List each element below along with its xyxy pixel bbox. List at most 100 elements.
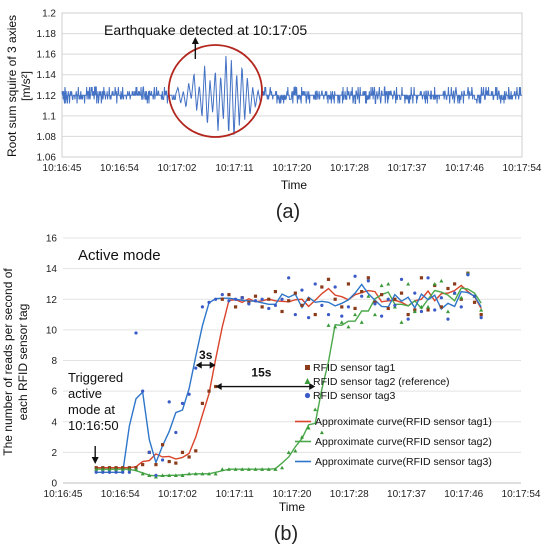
data-point-tag3 xyxy=(141,389,145,393)
legend-marker-tag1 xyxy=(305,365,310,370)
data-point-tag3 xyxy=(154,473,158,477)
y-tick-label: 10 xyxy=(46,325,58,336)
annotation-text: Earthquake detected at 10:17:05 xyxy=(104,22,307,38)
data-point-tag2 xyxy=(127,467,132,471)
annotation-arrowhead xyxy=(191,37,199,44)
data-point-tag1 xyxy=(220,297,224,301)
data-point-tag3 xyxy=(267,306,271,311)
data-point-tag2 xyxy=(353,312,358,317)
data-point-tag1 xyxy=(273,289,278,294)
gap2-arrow-arrowhead-left xyxy=(215,383,222,391)
data-point-tag3 xyxy=(419,309,424,314)
gap1-arrow-arrowhead-right xyxy=(209,361,216,369)
data-point-tag2 xyxy=(167,473,172,477)
y-axis-label-line2: each RFID sensor tag xyxy=(16,304,30,421)
data-point-tag3 xyxy=(459,305,463,309)
data-point-tag2 xyxy=(286,450,291,454)
trigger-text-line: active xyxy=(68,386,102,401)
data-point-tag1 xyxy=(293,291,297,295)
y-tick-label: 16 xyxy=(46,234,58,245)
data-point-tag3 xyxy=(466,273,470,277)
data-point-tag2 xyxy=(280,465,285,470)
data-point-tag2 xyxy=(372,312,377,317)
data-point-tag3 xyxy=(174,430,178,435)
x-tick-label: 10:17:11 xyxy=(215,163,254,174)
data-point-tag2 xyxy=(140,471,145,476)
data-point-tag3 xyxy=(287,276,291,280)
data-point-tag3 xyxy=(280,297,284,301)
y-axis-label-line1: The number of reads per second of xyxy=(1,268,15,456)
data-point-tag2 xyxy=(260,467,265,471)
chart-title: Active mode xyxy=(78,247,161,264)
data-point-tag2 xyxy=(439,278,444,283)
data-point-tag1 xyxy=(453,282,457,286)
data-point-tag2 xyxy=(114,467,119,471)
data-point-tag1 xyxy=(253,294,258,298)
data-point-tag3 xyxy=(134,331,138,335)
data-point-tag3 xyxy=(446,317,450,321)
data-point-tag2 xyxy=(160,473,165,477)
data-point-tag3 xyxy=(439,296,443,300)
data-point-tag3 xyxy=(472,294,477,298)
data-point-tag2 xyxy=(220,467,225,471)
data-point-tag1 xyxy=(306,297,311,301)
chart-panel-a: 1.06 1.08 1.1 1.12 1.14 1.16 1.18 1.2 10:16:45 10… xyxy=(5,9,542,224)
data-point-tag2 xyxy=(419,304,424,309)
legend-label: RFID sensor tag3 xyxy=(313,390,395,402)
trigger-text-line: mode at xyxy=(68,402,115,417)
gap1-arrow-arrowhead-left xyxy=(195,361,202,369)
data-point-tag2 xyxy=(180,473,185,477)
data-point-tag1 xyxy=(386,306,390,311)
data-point-tag3 xyxy=(300,288,304,292)
data-point-tag2 xyxy=(313,407,318,412)
data-point-tag1 xyxy=(300,303,304,307)
x-tick-label: 10:17:02 xyxy=(158,163,197,174)
data-point-tag2 xyxy=(147,473,152,477)
y-tick-label: 0 xyxy=(51,479,57,490)
data-point-tag1 xyxy=(174,461,178,465)
data-point-tag3 xyxy=(200,305,204,309)
data-point-tag2 xyxy=(333,324,338,329)
data-point-tag1 xyxy=(472,300,477,304)
data-point-tag2 xyxy=(426,304,431,309)
data-point-tag1 xyxy=(233,305,238,309)
chart-panel-b: 0 2 4 6 8 10 12 14 16 10:16:45 10:16:54 10:17:02 10:… xyxy=(1,234,541,546)
data-point-tag2 xyxy=(445,309,450,314)
plot-area xyxy=(61,12,523,158)
data-point-tag1 xyxy=(399,291,404,295)
x-axis-label: Time xyxy=(279,500,306,514)
trigger-text-line: 10:16:50 xyxy=(68,418,119,433)
data-point-tag3 xyxy=(333,285,337,289)
data-point-tag3 xyxy=(306,316,311,320)
y-tick-label: 14 xyxy=(46,264,58,275)
data-point-tag2 xyxy=(326,323,331,327)
y-axis-label-line1: Root sum squire of 3 axies xyxy=(5,15,19,157)
data-point-tag3 xyxy=(260,297,264,301)
y-tick-label: 12 xyxy=(46,295,58,306)
data-point-tag2 xyxy=(432,281,437,286)
x-axis-label: Time xyxy=(281,178,308,192)
data-point-tag1 xyxy=(446,286,450,291)
approx-curve-tag3 xyxy=(96,283,482,473)
data-point-tag2 xyxy=(459,295,464,300)
data-point-tag1 xyxy=(180,450,185,454)
data-point-tag1 xyxy=(366,276,370,280)
y-tick-label: 1.1 xyxy=(42,111,56,122)
data-point-tag2 xyxy=(100,467,105,471)
data-point-tag3 xyxy=(479,316,483,320)
data-point-tag1 xyxy=(194,449,198,453)
legend-label: Approximate curve(RFID sensor tag2) xyxy=(315,436,492,448)
data-point-tag3 xyxy=(167,400,171,404)
data-point-tag1 xyxy=(360,289,364,294)
data-point-tag1 xyxy=(426,308,430,312)
trigger-arrowhead xyxy=(91,457,99,464)
data-point-tag2 xyxy=(240,467,245,471)
legend-label: RFID sensor tag1 xyxy=(313,362,395,374)
data-point-tag3 xyxy=(127,470,131,474)
data-point-tag2 xyxy=(233,467,238,471)
data-point-tag3 xyxy=(340,314,344,318)
data-point-tag1 xyxy=(287,299,291,303)
data-point-tag2 xyxy=(379,283,384,288)
panel-label-b: (b) xyxy=(274,523,298,545)
data-point-tag3 xyxy=(121,470,125,474)
